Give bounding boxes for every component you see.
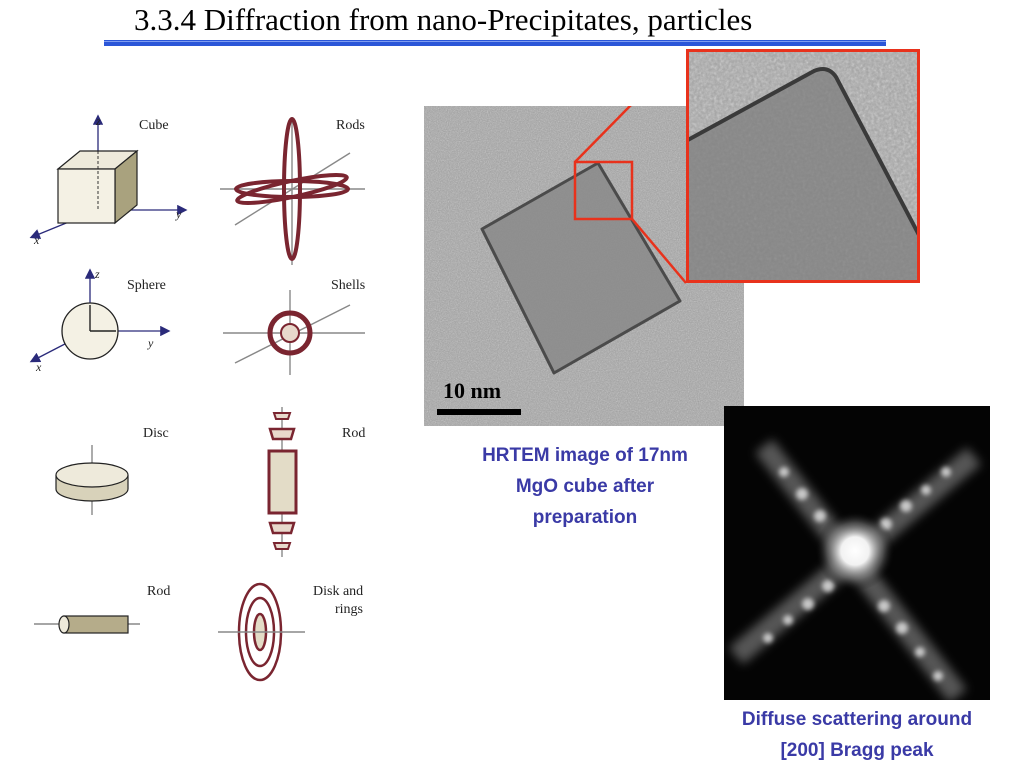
cube-shape (29, 114, 188, 239)
shape-figure-panel (29, 114, 365, 682)
shells-shape (223, 290, 365, 375)
rod-small-shape (34, 615, 140, 634)
disc-label: Disc (143, 426, 169, 441)
slide-title: 3.3.4 Diffraction from nano-Precipitates… (134, 2, 753, 37)
title-underline (104, 40, 886, 46)
rods-label: Rods (336, 118, 365, 133)
sphere-axis-y: y (148, 336, 154, 350)
cube-axis-x: x (34, 233, 40, 247)
disk-rings-shape (218, 582, 305, 682)
cube-label: Cube (139, 118, 169, 133)
rod-tall-shape (267, 407, 298, 557)
sphere-label: Sphere (127, 278, 166, 293)
disc-shape (55, 445, 129, 515)
hrtem-zoom-inset (686, 49, 920, 283)
sphere-shape (29, 268, 171, 363)
shells-label: Shells (331, 278, 366, 293)
hrtem-caption-line1: HRTEM image of 17nm (482, 445, 688, 466)
sphere-axis-z: z (95, 267, 100, 281)
hrtem-caption-line2: MgO cube after (515, 476, 655, 497)
rod-tall-label: Rod (342, 426, 366, 441)
cube-axis-z: z (96, 114, 101, 128)
scale-bar-label: 10 nm (443, 378, 502, 403)
rods-shape (220, 117, 365, 265)
cube-axis-y: y (176, 207, 182, 221)
disk-rings-label-line1: Disk and (313, 584, 364, 599)
scale-bar (437, 409, 521, 415)
diffraction-pattern-image (724, 406, 990, 700)
diffraction-caption-line2: [200] Bragg peak (780, 740, 934, 761)
diffraction-caption-line1: Diffuse scattering around (741, 709, 973, 730)
hrtem-caption-line3: preparation (532, 507, 638, 528)
sphere-axis-x: x (36, 360, 42, 374)
disk-rings-label-line2: rings (335, 602, 363, 617)
rod-small-label: Rod (147, 584, 171, 599)
